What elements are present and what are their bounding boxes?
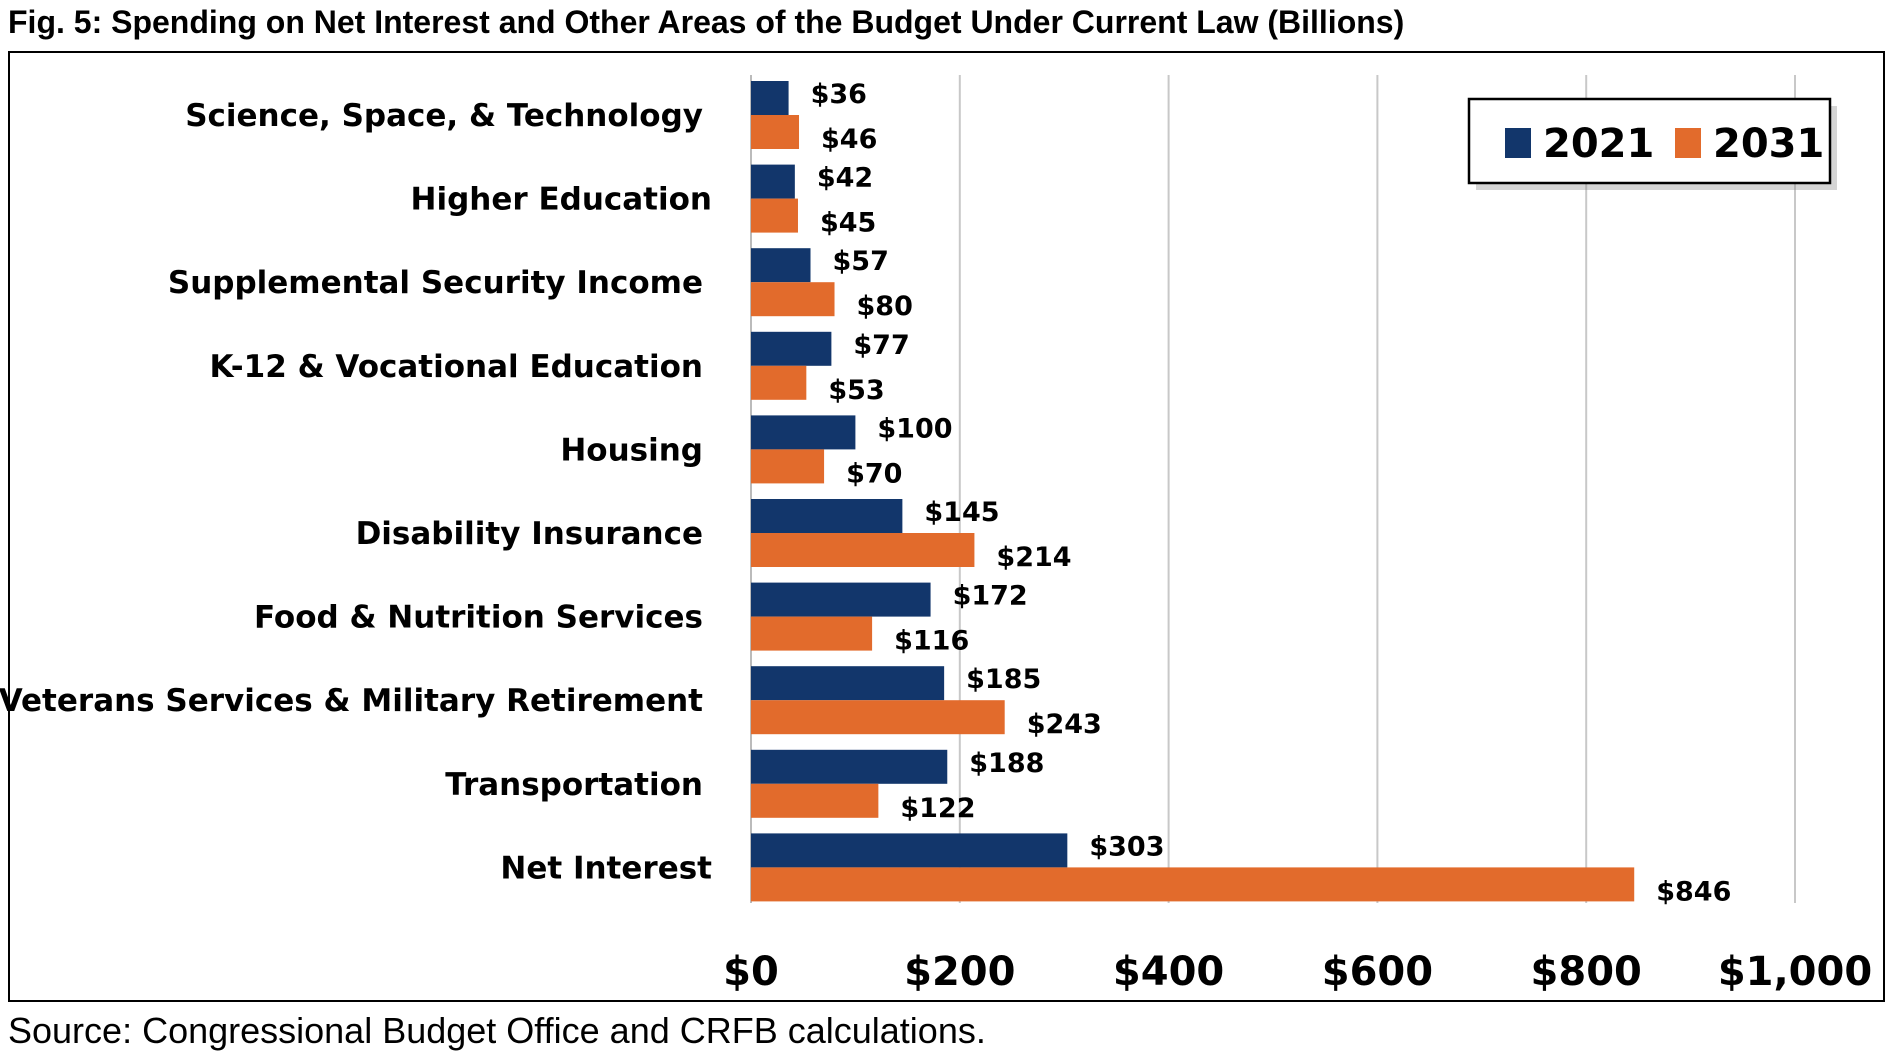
bar-2031 <box>751 533 975 567</box>
data-label-2021: $185 <box>966 664 1041 695</box>
data-label-2031: $53 <box>828 375 884 406</box>
category-label: K-12 & Vocational Education <box>209 349 703 385</box>
category-label: Disability Insurance <box>356 516 703 552</box>
x-tick-label: $1,000 <box>1718 949 1872 995</box>
legend-label: 2031 <box>1713 121 1824 167</box>
x-tick-label: $0 <box>723 949 779 995</box>
data-label-2031: $70 <box>846 458 902 489</box>
bar-2021 <box>751 331 832 366</box>
data-label-2031: $80 <box>857 291 913 322</box>
category-label: Higher Education <box>411 182 712 218</box>
bar-2031 <box>751 449 825 484</box>
bar-2021 <box>751 833 1068 868</box>
bar-2021 <box>751 415 856 450</box>
category-label: Supplemental Security Income <box>168 265 703 301</box>
x-tick-label: $800 <box>1531 949 1642 995</box>
category-label: Food & Nutrition Services <box>254 600 703 636</box>
legend-label: 2021 <box>1543 121 1654 167</box>
legend-swatch-2021 <box>1505 128 1531 158</box>
data-label-2031: $45 <box>820 208 876 239</box>
category-label: Science, Space, & Technology <box>185 98 703 134</box>
chart-title: Fig. 5: Spending on Net Interest and Oth… <box>8 4 1405 40</box>
x-tick-label: $200 <box>904 949 1015 995</box>
x-tick-label: $600 <box>1322 949 1433 995</box>
bar-2021 <box>751 248 811 283</box>
bar-2031 <box>751 616 873 651</box>
chart-frame <box>8 51 1885 1002</box>
data-label-2021: $42 <box>817 163 873 194</box>
bar-2031 <box>751 867 1635 902</box>
bar-2031 <box>751 700 1005 735</box>
data-label-2031: $116 <box>894 626 969 657</box>
legend-swatch-2031 <box>1675 128 1701 158</box>
source-note: Source: Congressional Budget Office and … <box>8 1010 986 1051</box>
category-label: Transportation <box>445 767 703 803</box>
data-label-2031: $846 <box>1656 876 1731 907</box>
category-label: Net Interest <box>500 850 712 886</box>
data-label-2021: $77 <box>853 330 909 361</box>
data-label-2031: $122 <box>900 793 975 824</box>
bar-2021 <box>751 749 948 784</box>
x-tick-label: $400 <box>1113 949 1224 995</box>
data-label-2031: $214 <box>996 542 1071 573</box>
category-label: Veterans Services & Military Retirement <box>0 683 703 719</box>
data-label-2021: $145 <box>924 497 999 528</box>
data-label-2021: $188 <box>969 748 1044 779</box>
bar-2021 <box>751 164 795 199</box>
data-label-2031: $243 <box>1027 709 1102 740</box>
bar-2031 <box>751 365 807 400</box>
bar-2031 <box>751 115 800 149</box>
bar-2031 <box>751 198 798 233</box>
bar-2021 <box>751 81 789 115</box>
data-label-2021: $303 <box>1089 831 1164 862</box>
data-label-2031: $46 <box>821 124 877 155</box>
bar-2021 <box>751 666 945 701</box>
data-label-2021: $100 <box>877 413 952 444</box>
data-label-2021: $57 <box>833 246 889 277</box>
data-label-2021: $36 <box>811 79 867 110</box>
category-label: Housing <box>560 432 703 468</box>
bar-2031 <box>751 783 879 818</box>
bar-2031 <box>751 282 835 317</box>
data-label-2021: $172 <box>953 581 1028 612</box>
bar-2021 <box>751 582 931 617</box>
bar-2021 <box>751 499 903 533</box>
